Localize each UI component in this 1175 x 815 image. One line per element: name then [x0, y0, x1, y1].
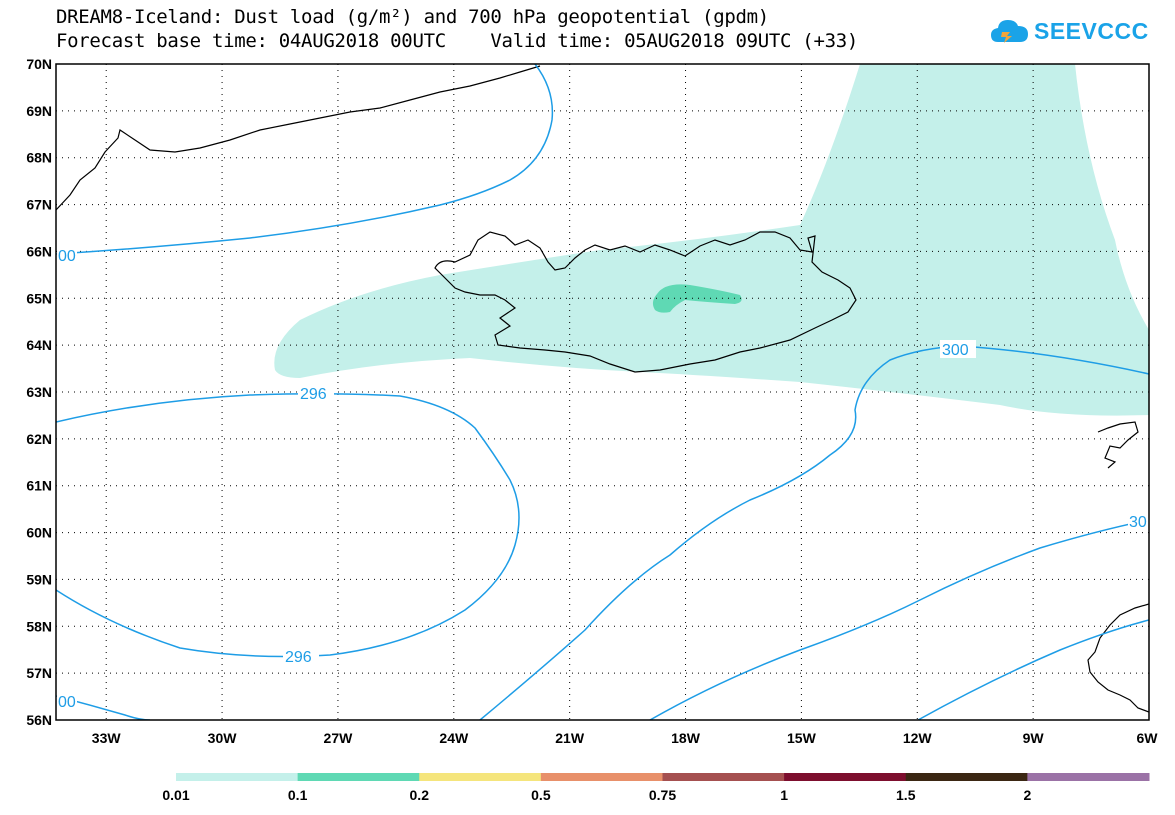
longitude-labels: 33W 30W 27W 24W 21W 18W 15W 12W 9W 6W — [92, 730, 1158, 746]
cloud-icon — [991, 20, 1028, 43]
latitude-labels: 70N 69N 68N 67N 66N 65N 64N 63N 62N 61N 60N 59N 58N 5… — [26, 56, 52, 728]
iceland-coastline — [434, 231, 857, 373]
contour-300-bottomright — [917, 619, 1149, 720]
lat-label: 60N — [26, 525, 52, 541]
lon-label: 24W — [439, 730, 469, 746]
colorbar-segment — [176, 773, 299, 781]
dust-plume-medium — [652, 284, 742, 313]
colorbar-segment — [1027, 773, 1150, 781]
seevccc-logo: SEEVCCC — [990, 16, 1149, 46]
colorbar-label: 0.2 — [410, 787, 430, 803]
contour-label-296-lower: 296 — [285, 649, 312, 666]
colorbar-label: 1.5 — [896, 787, 916, 803]
contour-300-southeast — [649, 519, 1149, 720]
dust-plume-low — [274, 64, 1149, 416]
lon-label: 33W — [92, 730, 122, 746]
colorbar-segment — [905, 773, 1028, 781]
contour-label-left-upper: 00 — [58, 248, 76, 265]
scotland-coastline — [1087, 603, 1149, 713]
contour-label-left-lower: 00 — [58, 694, 76, 711]
colorbar-segment — [784, 773, 907, 781]
lat-label: 58N — [26, 618, 52, 634]
lon-label: 21W — [555, 730, 585, 746]
contour-300-north — [56, 64, 554, 255]
lon-label: 6W — [1137, 730, 1159, 746]
colorbar-segment — [419, 773, 542, 781]
colorbar: 0.01 0.1 0.2 0.5 0.75 1 1.5 2 — [162, 773, 1150, 803]
lon-label: 15W — [787, 730, 817, 746]
colorbar-segment — [297, 773, 420, 781]
lon-label: 18W — [671, 730, 701, 746]
lat-label: 63N — [26, 384, 52, 400]
colorbar-label: 0.75 — [649, 787, 676, 803]
lat-label: 69N — [26, 103, 52, 119]
map-title: DREAM8-Iceland: Dust load (g/m²) and 700… — [56, 6, 769, 28]
colorbar-label: 2 — [1023, 787, 1031, 803]
lon-label: 27W — [324, 730, 354, 746]
lat-label: 68N — [26, 150, 52, 166]
map-subtitle: Forecast base time: 04AUG2018 00UTC Vali… — [56, 30, 859, 52]
greenland-coastline — [56, 65, 541, 211]
lat-label: 57N — [26, 665, 52, 681]
lat-label: 65N — [26, 290, 52, 306]
logo-text: SEEVCCC — [1034, 17, 1149, 44]
lat-label: 70N — [26, 56, 52, 72]
lat-label: 59N — [26, 571, 52, 587]
lat-label: 56N — [26, 712, 52, 728]
lat-label: 62N — [26, 431, 52, 447]
map-frame — [55, 63, 1150, 721]
lat-label: 66N — [26, 243, 52, 259]
lon-label: 30W — [208, 730, 238, 746]
contour-label-300: 300 — [942, 342, 969, 359]
lon-label: 9W — [1023, 730, 1045, 746]
lat-label: 67N — [26, 197, 52, 213]
lat-label: 61N — [26, 478, 52, 494]
colorbar-label: 0.01 — [162, 787, 189, 803]
colorbar-label: 0.1 — [288, 787, 308, 803]
colorbar-label: 0.5 — [531, 787, 551, 803]
lat-label: 64N — [26, 337, 52, 353]
graticule — [56, 64, 1149, 720]
lon-label: 12W — [903, 730, 933, 746]
colorbar-label: 1 — [780, 787, 788, 803]
faroe-islands — [1097, 421, 1139, 469]
contour-296-west — [56, 392, 520, 658]
colorbar-segment — [540, 773, 663, 781]
contour-label-right: 30 — [1129, 514, 1147, 531]
contour-label-296-upper: 296 — [300, 386, 327, 403]
colorbar-segment — [662, 773, 785, 781]
